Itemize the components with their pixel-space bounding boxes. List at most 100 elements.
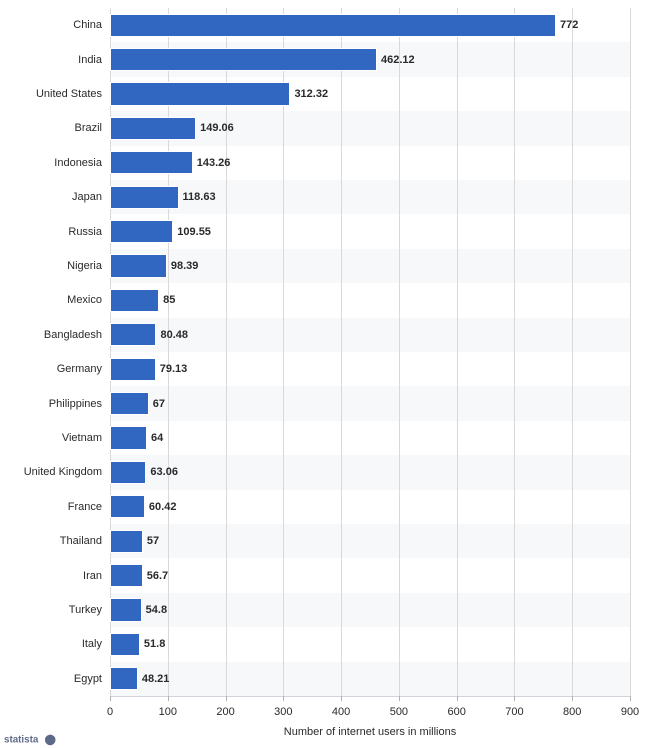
x-tick-mark bbox=[168, 696, 169, 701]
bar-row: Italy51.8 bbox=[110, 627, 630, 661]
bar: 56.7 bbox=[110, 564, 143, 587]
x-tick-mark bbox=[514, 696, 515, 701]
x-tick-label: 500 bbox=[390, 706, 408, 718]
x-tick-label: 700 bbox=[505, 706, 523, 718]
bar: 80.48 bbox=[110, 323, 156, 346]
x-axis-line bbox=[110, 696, 630, 697]
bar-value-label: 79.13 bbox=[155, 363, 188, 375]
bar: 143.26 bbox=[110, 151, 193, 174]
gridline bbox=[630, 8, 631, 696]
bar-row: Bangladesh80.48 bbox=[110, 318, 630, 352]
bar: 57 bbox=[110, 530, 143, 553]
bar-value-label: 118.63 bbox=[178, 191, 216, 203]
category-label: France bbox=[68, 501, 110, 513]
bar: 64 bbox=[110, 426, 147, 449]
bar-row: Brazil149.06 bbox=[110, 111, 630, 145]
bar-value-label: 80.48 bbox=[155, 329, 188, 341]
category-label: Indonesia bbox=[54, 157, 110, 169]
bar-value-label: 98.39 bbox=[166, 260, 199, 272]
x-tick-mark bbox=[457, 696, 458, 701]
bar-row: United States312.32 bbox=[110, 77, 630, 111]
x-tick-mark bbox=[572, 696, 573, 701]
category-label: Egypt bbox=[74, 673, 110, 685]
bar-value-label: 56.7 bbox=[142, 570, 168, 582]
x-tick-label: 600 bbox=[447, 706, 465, 718]
bar-row: United Kingdom63.06 bbox=[110, 455, 630, 489]
category-label: Italy bbox=[82, 638, 110, 650]
category-label: Russia bbox=[68, 226, 110, 238]
bar: 85 bbox=[110, 289, 159, 312]
bar-row: Nigeria98.39 bbox=[110, 249, 630, 283]
category-label: Vietnam bbox=[62, 432, 110, 444]
category-label: Germany bbox=[57, 363, 110, 375]
x-tick-label: 200 bbox=[216, 706, 234, 718]
x-tick-label: 400 bbox=[332, 706, 350, 718]
category-label: Bangladesh bbox=[44, 329, 110, 341]
x-tick-label: 800 bbox=[563, 706, 581, 718]
x-tick-mark bbox=[399, 696, 400, 701]
x-tick-mark bbox=[630, 696, 631, 701]
bar-value-label: 54.8 bbox=[141, 604, 167, 616]
bar-value-label: 85 bbox=[158, 294, 175, 306]
bar-row: Turkey54.8 bbox=[110, 593, 630, 627]
bar: 149.06 bbox=[110, 117, 196, 140]
category-label: United Kingdom bbox=[24, 466, 110, 478]
bar-value-label: 109.55 bbox=[172, 226, 211, 238]
bar: 109.55 bbox=[110, 220, 173, 243]
bar: 772 bbox=[110, 14, 556, 37]
bar: 462.12 bbox=[110, 48, 377, 71]
category-label: Thailand bbox=[60, 535, 110, 547]
bar-row: China772 bbox=[110, 8, 630, 42]
statista-logo: statista ⬤ bbox=[4, 732, 74, 746]
bar-value-label: 48.21 bbox=[137, 673, 170, 685]
x-tick-label: 0 bbox=[107, 706, 113, 718]
bar: 54.8 bbox=[110, 598, 142, 621]
category-label: India bbox=[78, 54, 110, 66]
x-tick-mark bbox=[110, 696, 111, 701]
bar-value-label: 63.06 bbox=[145, 466, 178, 478]
x-tick-mark bbox=[226, 696, 227, 701]
x-tick-label: 300 bbox=[274, 706, 292, 718]
bar-row: India462.12 bbox=[110, 42, 630, 76]
bar-value-label: 149.06 bbox=[195, 122, 234, 134]
bar-value-label: 462.12 bbox=[376, 54, 415, 66]
bar-row: France60.42 bbox=[110, 490, 630, 524]
bar-value-label: 772 bbox=[555, 19, 578, 31]
x-tick-mark bbox=[341, 696, 342, 701]
bar-value-label: 312.32 bbox=[289, 88, 328, 100]
category-label: Iran bbox=[83, 570, 110, 582]
category-label: Mexico bbox=[67, 294, 110, 306]
bar-row: Vietnam64 bbox=[110, 421, 630, 455]
bar-row: Egypt48.21 bbox=[110, 662, 630, 696]
bar: 48.21 bbox=[110, 667, 138, 690]
internet-users-bar-chart: China772India462.12United States312.32Br… bbox=[0, 0, 649, 748]
category-label: Brazil bbox=[74, 122, 110, 134]
bar-value-label: 67 bbox=[148, 398, 165, 410]
bar-row: Mexico85 bbox=[110, 283, 630, 317]
bar-row: Iran56.7 bbox=[110, 558, 630, 592]
bar-value-label: 60.42 bbox=[144, 501, 177, 513]
bar-row: Russia109.55 bbox=[110, 214, 630, 248]
bar: 63.06 bbox=[110, 461, 146, 484]
x-axis-title: Number of internet users in millions bbox=[110, 726, 630, 738]
category-label: Nigeria bbox=[67, 260, 110, 272]
bar-row: Indonesia143.26 bbox=[110, 146, 630, 180]
x-tick-label: 100 bbox=[159, 706, 177, 718]
bar-row: Philippines67 bbox=[110, 386, 630, 420]
bar-value-label: 57 bbox=[142, 535, 159, 547]
x-tick-label: 900 bbox=[621, 706, 639, 718]
plot-area: China772India462.12United States312.32Br… bbox=[110, 8, 630, 696]
category-label: Turkey bbox=[69, 604, 110, 616]
category-label: China bbox=[73, 19, 110, 31]
bar: 118.63 bbox=[110, 186, 179, 209]
category-label: United States bbox=[36, 88, 110, 100]
bar: 51.8 bbox=[110, 633, 140, 656]
category-label: Japan bbox=[72, 191, 110, 203]
x-tick-mark bbox=[283, 696, 284, 701]
bar-value-label: 143.26 bbox=[192, 157, 231, 169]
bar: 312.32 bbox=[110, 82, 290, 105]
bar: 79.13 bbox=[110, 358, 156, 381]
bar: 67 bbox=[110, 392, 149, 415]
bar: 60.42 bbox=[110, 495, 145, 518]
bar-row: Japan118.63 bbox=[110, 180, 630, 214]
